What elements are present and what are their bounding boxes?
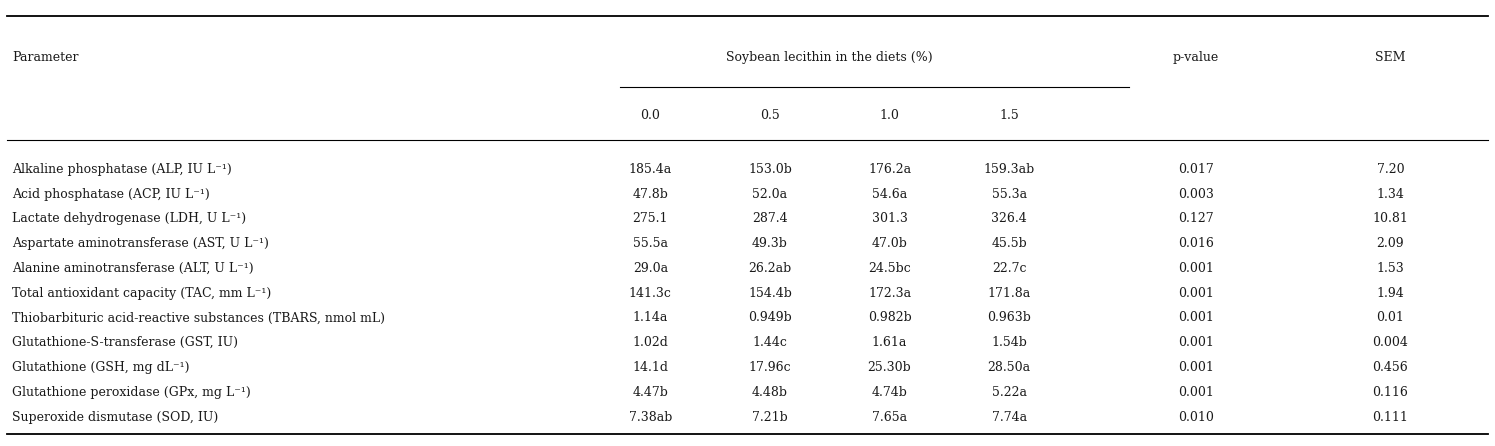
Text: 0.001: 0.001 [1178, 262, 1214, 275]
Text: 0.001: 0.001 [1178, 361, 1214, 374]
Text: 17.96c: 17.96c [749, 361, 791, 374]
Text: 176.2a: 176.2a [869, 163, 910, 176]
Text: 1.0: 1.0 [879, 109, 900, 123]
Text: 1.53: 1.53 [1377, 262, 1404, 275]
Text: 55.3a: 55.3a [991, 188, 1027, 201]
Text: 22.7c: 22.7c [991, 262, 1027, 275]
Text: Superoxide dismutase (SOD, IU): Superoxide dismutase (SOD, IU) [12, 410, 218, 424]
Text: 28.50a: 28.50a [988, 361, 1030, 374]
Text: 172.3a: 172.3a [869, 287, 910, 300]
Text: 0.5: 0.5 [759, 109, 780, 123]
Text: 171.8a: 171.8a [988, 287, 1030, 300]
Text: 1.54b: 1.54b [991, 336, 1027, 349]
Text: 5.22a: 5.22a [991, 386, 1027, 399]
Text: 275.1: 275.1 [632, 212, 668, 226]
Text: 0.016: 0.016 [1178, 237, 1214, 250]
Text: 1.61a: 1.61a [872, 336, 907, 349]
Text: 0.001: 0.001 [1178, 386, 1214, 399]
Text: 14.1d: 14.1d [632, 361, 668, 374]
Text: 159.3ab: 159.3ab [984, 163, 1035, 176]
Text: 153.0b: 153.0b [748, 163, 792, 176]
Text: Total antioxidant capacity (TAC, mm L⁻¹): Total antioxidant capacity (TAC, mm L⁻¹) [12, 287, 271, 300]
Text: 0.116: 0.116 [1372, 386, 1408, 399]
Text: 55.5a: 55.5a [632, 237, 668, 250]
Text: 0.0: 0.0 [640, 109, 661, 123]
Text: 0.004: 0.004 [1372, 336, 1408, 349]
Text: Acid phosphatase (ACP, IU L⁻¹): Acid phosphatase (ACP, IU L⁻¹) [12, 188, 209, 201]
Text: 49.3b: 49.3b [752, 237, 788, 250]
Text: 287.4: 287.4 [752, 212, 788, 226]
Text: 7.74a: 7.74a [991, 410, 1027, 424]
Text: 0.003: 0.003 [1178, 188, 1214, 201]
Text: SEM: SEM [1375, 51, 1405, 65]
Text: Glutathione-S-transferase (GST, IU): Glutathione-S-transferase (GST, IU) [12, 336, 238, 349]
Text: Glutathione (GSH, mg dL⁻¹): Glutathione (GSH, mg dL⁻¹) [12, 361, 190, 374]
Text: 7.65a: 7.65a [872, 410, 907, 424]
Text: Aspartate aminotransferase (AST, U L⁻¹): Aspartate aminotransferase (AST, U L⁻¹) [12, 237, 269, 250]
Text: p-value: p-value [1174, 51, 1218, 65]
Text: 185.4a: 185.4a [629, 163, 671, 176]
Text: 0.949b: 0.949b [748, 311, 792, 325]
Text: 0.01: 0.01 [1377, 311, 1404, 325]
Text: 0.982b: 0.982b [867, 311, 912, 325]
Text: 4.74b: 4.74b [872, 386, 907, 399]
Text: 54.6a: 54.6a [872, 188, 907, 201]
Text: Glutathione peroxidase (GPx, mg L⁻¹): Glutathione peroxidase (GPx, mg L⁻¹) [12, 386, 251, 399]
Text: 0.010: 0.010 [1178, 410, 1214, 424]
Text: 47.0b: 47.0b [872, 237, 907, 250]
Text: Thiobarbituric acid-reactive substances (TBARS, nmol mL): Thiobarbituric acid-reactive substances … [12, 311, 384, 325]
Text: Soybean lecithin in the diets (%): Soybean lecithin in the diets (%) [727, 51, 933, 65]
Text: 0.963b: 0.963b [987, 311, 1032, 325]
Text: 0.001: 0.001 [1178, 287, 1214, 300]
Text: 1.5: 1.5 [999, 109, 1020, 123]
Text: 25.30b: 25.30b [867, 361, 912, 374]
Text: 29.0a: 29.0a [632, 262, 668, 275]
Text: 4.48b: 4.48b [752, 386, 788, 399]
Text: 326.4: 326.4 [991, 212, 1027, 226]
Text: 7.21b: 7.21b [752, 410, 788, 424]
Text: 26.2ab: 26.2ab [749, 262, 791, 275]
Text: Parameter: Parameter [12, 51, 78, 65]
Text: 1.14a: 1.14a [632, 311, 668, 325]
Text: 7.20: 7.20 [1377, 163, 1404, 176]
Text: 52.0a: 52.0a [752, 188, 788, 201]
Text: 0.111: 0.111 [1372, 410, 1408, 424]
Text: 0.456: 0.456 [1372, 361, 1408, 374]
Text: 0.001: 0.001 [1178, 336, 1214, 349]
Text: 2.09: 2.09 [1377, 237, 1404, 250]
Text: Alkaline phosphatase (ALP, IU L⁻¹): Alkaline phosphatase (ALP, IU L⁻¹) [12, 163, 232, 176]
Text: 47.8b: 47.8b [632, 188, 668, 201]
Text: 10.81: 10.81 [1372, 212, 1408, 226]
Text: 301.3: 301.3 [872, 212, 907, 226]
Text: 1.94: 1.94 [1377, 287, 1404, 300]
Text: 1.34: 1.34 [1377, 188, 1404, 201]
Text: Lactate dehydrogenase (LDH, U L⁻¹): Lactate dehydrogenase (LDH, U L⁻¹) [12, 212, 247, 226]
Text: 0.001: 0.001 [1178, 311, 1214, 325]
Text: 0.017: 0.017 [1178, 163, 1214, 176]
Text: 45.5b: 45.5b [991, 237, 1027, 250]
Text: 24.5bc: 24.5bc [869, 262, 910, 275]
Text: 141.3c: 141.3c [629, 287, 671, 300]
Text: Alanine aminotransferase (ALT, U L⁻¹): Alanine aminotransferase (ALT, U L⁻¹) [12, 262, 254, 275]
Text: 7.38ab: 7.38ab [628, 410, 673, 424]
Text: 154.4b: 154.4b [748, 287, 792, 300]
Text: 0.127: 0.127 [1178, 212, 1214, 226]
Text: 4.47b: 4.47b [632, 386, 668, 399]
Text: 1.44c: 1.44c [752, 336, 788, 349]
Text: 1.02d: 1.02d [632, 336, 668, 349]
